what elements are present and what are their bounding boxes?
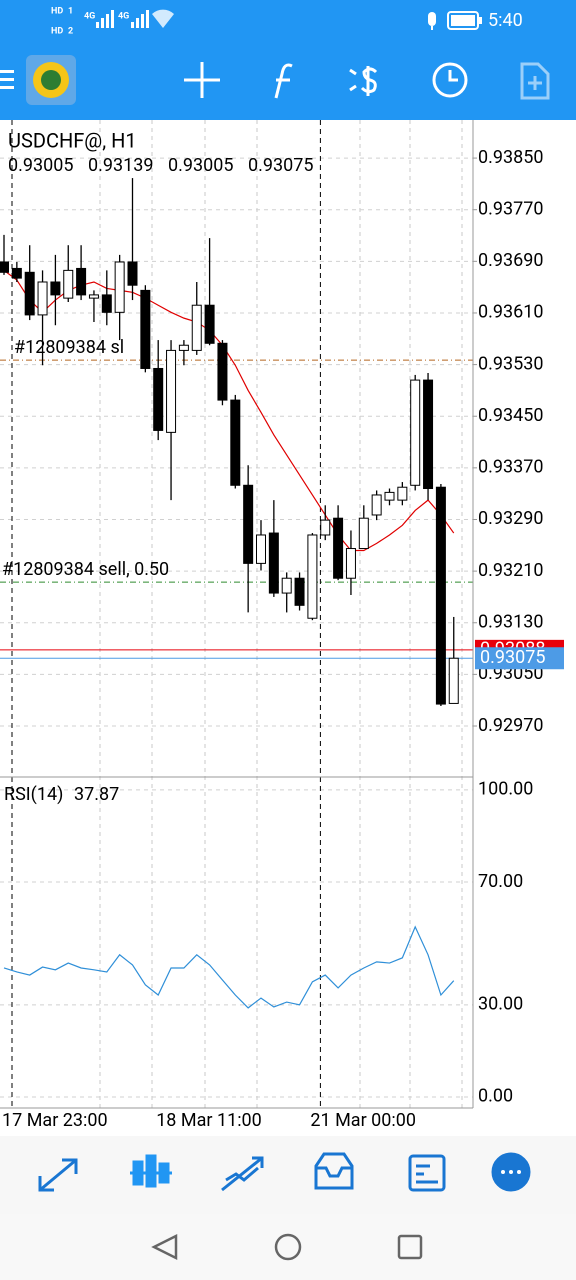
- ohlc-low: 0.93005: [168, 155, 233, 176]
- network1: 4G: [84, 11, 95, 21]
- candle-body: [320, 519, 331, 536]
- recents-button[interactable]: [397, 1234, 423, 1260]
- candle-body: [127, 261, 138, 286]
- candle-body: [178, 344, 189, 351]
- chart-title: USDCHF@, H1: [8, 128, 137, 152]
- y-tick-label: 0.93530: [478, 353, 543, 374]
- x-tick-label: 21 Mar 00:00: [310, 1110, 416, 1131]
- ohlc-close: 0.93075: [248, 155, 313, 176]
- symbols-button[interactable]: [349, 66, 378, 96]
- app-logo[interactable]: [26, 55, 76, 105]
- ohlc-open: 0.93005: [8, 155, 73, 176]
- sim1: HD: [51, 6, 63, 16]
- candle-body: [256, 534, 266, 564]
- x-tick-label: 17 Mar 23:00: [2, 1110, 108, 1131]
- system-nav: [0, 1214, 576, 1280]
- candle-body: [101, 294, 112, 313]
- candle-body: [114, 261, 125, 313]
- candle-body: [397, 486, 408, 501]
- candle-body: [204, 304, 215, 344]
- candle-body: [217, 342, 228, 401]
- y-tick-label: 0.93210: [478, 560, 543, 581]
- rsi-tick-label: 70.00: [478, 871, 523, 892]
- candle-body: [140, 289, 151, 369]
- candle-body: [294, 577, 305, 606]
- order-label: #12809384 sl: [14, 337, 124, 358]
- bid-label: 0.93075: [480, 647, 545, 668]
- candle-body: [0, 261, 9, 273]
- nav-trade[interactable]: [221, 1156, 264, 1192]
- clock: 5:40: [488, 10, 523, 31]
- rsi-line: [3, 925, 455, 1009]
- candle-body: [448, 657, 459, 704]
- candle-body: [384, 491, 395, 501]
- y-tick-label: 0.93770: [478, 198, 543, 219]
- candle-body: [11, 267, 22, 279]
- toolbar: [0, 55, 550, 105]
- candle-body: [268, 532, 279, 594]
- candle-body: [76, 267, 87, 296]
- rsi-value: 37.87: [74, 784, 119, 805]
- timeframe-button[interactable]: [432, 62, 468, 98]
- y-tick-label: 0.93130: [478, 612, 543, 633]
- ohlc-high: 0.93139: [88, 155, 153, 176]
- candle-body: [281, 577, 292, 594]
- candle-body: [88, 294, 99, 299]
- y-tick-label: 0.93450: [478, 405, 543, 426]
- menu-button[interactable]: [0, 70, 14, 89]
- order-label: #12809384 sell, 0.50: [2, 559, 169, 580]
- candle-body: [345, 548, 356, 579]
- rsi-tick-label: 100.00: [478, 779, 533, 800]
- sim1-slot: 1: [68, 6, 73, 16]
- rsi-title: RSI(14): [4, 784, 63, 805]
- x-tick-label: 18 Mar 11:00: [156, 1110, 262, 1131]
- candle-body: [50, 281, 61, 296]
- y-tick-label: 0.93690: [478, 250, 543, 271]
- candle-body: [333, 517, 344, 579]
- back-button[interactable]: [151, 1233, 178, 1261]
- candle-body: [371, 494, 382, 516]
- candle-body: [24, 271, 35, 316]
- candle-body: [410, 379, 421, 486]
- candle-body: [153, 367, 164, 431]
- nav-history[interactable]: [314, 1152, 354, 1190]
- candle-body: [358, 517, 369, 550]
- sim2: HD: [51, 26, 63, 36]
- y-tick-label: 0.93290: [478, 508, 543, 529]
- crosshair-button[interactable]: [184, 62, 220, 98]
- nav-news[interactable]: [408, 1154, 446, 1192]
- new-order-button[interactable]: [520, 62, 550, 100]
- candle-body: [307, 534, 318, 619]
- bid-box: [475, 647, 564, 670]
- candle-body: [423, 379, 434, 490]
- sim2-slot: 2: [68, 26, 73, 36]
- chart-bg: [0, 120, 576, 1136]
- nav-quotes[interactable]: [38, 1158, 78, 1192]
- nav-chart[interactable]: [130, 1154, 172, 1188]
- y-tick-label: 0.92970: [478, 715, 543, 736]
- candle-body: [191, 304, 202, 351]
- network2: 4G: [118, 11, 129, 21]
- candle-body: [435, 486, 446, 705]
- chart-area: 0.93850 0.93770 0.93690 0.93610 0.93530 0.934…: [0, 120, 564, 1131]
- candle-body: [230, 399, 241, 486]
- home-button[interactable]: [274, 1233, 302, 1261]
- y-tick-label: 0.93370: [478, 457, 543, 478]
- rsi-tick-label: 0.00: [478, 1086, 513, 1107]
- indicators-button[interactable]: [274, 63, 293, 99]
- y-tick-label: 0.93850: [478, 147, 543, 168]
- candle-body: [243, 484, 254, 564]
- bottom-nav: [0, 1136, 576, 1214]
- candle-body: [63, 269, 74, 299]
- candle-body: [37, 281, 48, 316]
- signal-icons: [96, 9, 482, 30]
- rsi-tick-label: 30.00: [478, 994, 523, 1015]
- y-tick-label: 0.93610: [478, 302, 543, 323]
- candle-body: [166, 349, 177, 433]
- nav-chat[interactable]: [491, 1152, 531, 1192]
